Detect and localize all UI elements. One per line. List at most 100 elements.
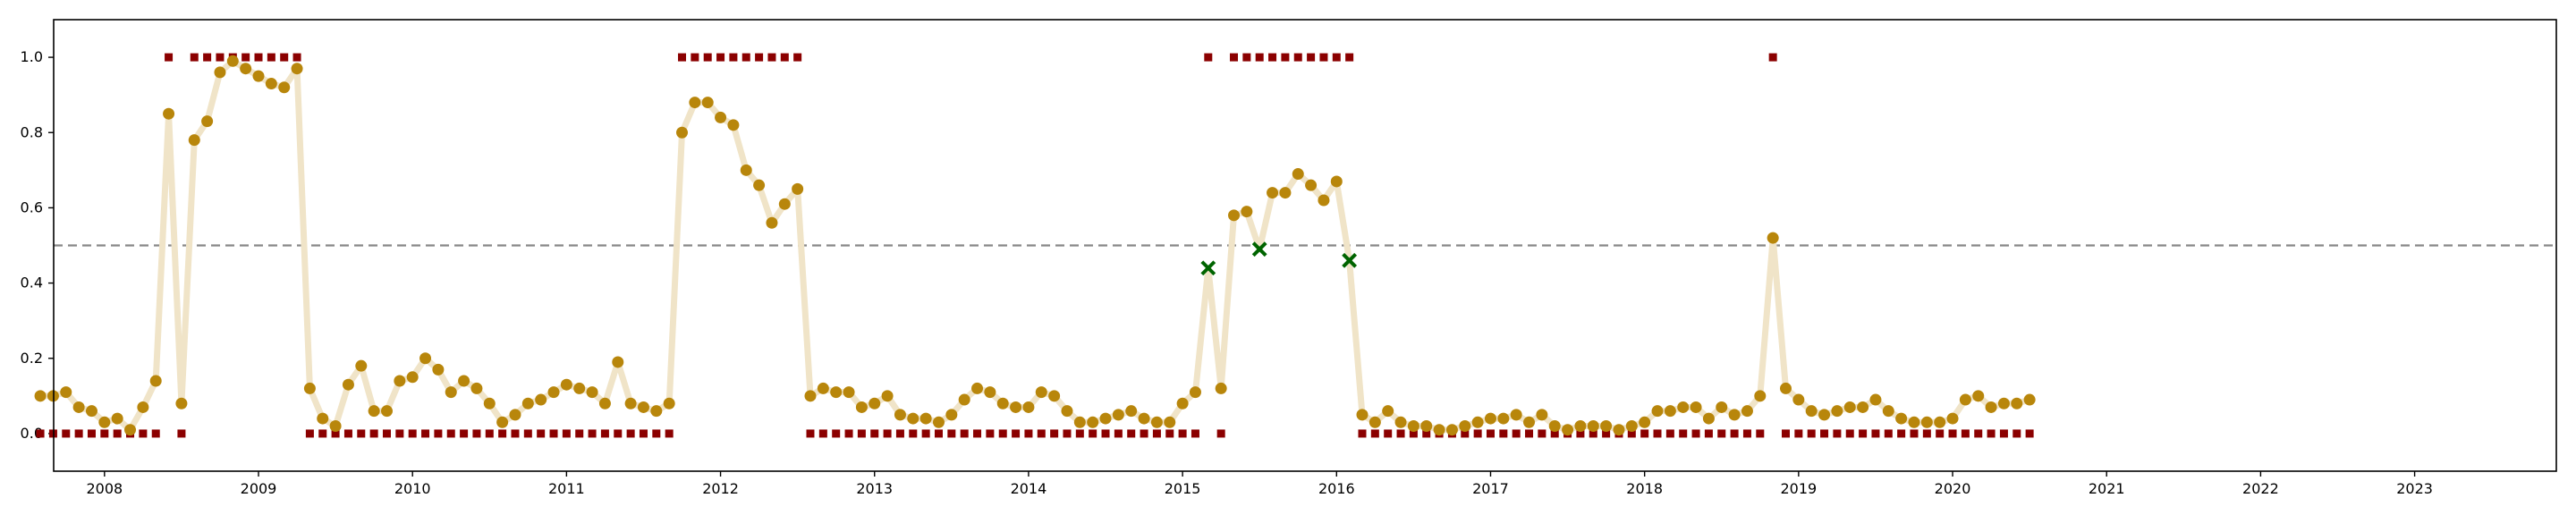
label-marker [1820,429,1829,438]
label-marker [382,429,391,438]
probability-point [342,378,354,391]
probability-point [483,397,496,409]
label-marker [36,429,45,438]
label-marker [1730,429,1739,438]
probability-point [406,371,419,384]
label-marker [857,429,866,438]
label-marker [434,429,443,438]
probability-point [291,63,303,75]
y-tick-label: 1.0 [21,48,43,65]
plot-frame [53,19,2557,472]
label-marker [1037,429,1046,438]
probability-point [432,363,445,376]
probability-point [1010,401,1022,413]
label-marker [1422,429,1431,438]
label-marker [1525,429,1534,438]
label-marker [1230,53,1239,62]
probability-point [355,359,368,372]
mismatch-marker [1342,252,1358,268]
probability-point [329,420,342,432]
label-marker [818,429,827,438]
label-marker [691,53,699,62]
label-marker [1101,429,1110,438]
label-marker [1665,429,1674,438]
probability-point [1625,420,1638,432]
probability-point [1305,179,1318,191]
probability-point [1125,405,1138,418]
label-marker [1871,429,1880,438]
probability-point [226,55,239,67]
probability-point [676,126,689,139]
label-marker [639,429,648,438]
probability-point [240,63,252,75]
y-axis: 0.00.20.40.60.81.0 [21,48,54,442]
label-marker [1550,429,1559,438]
probability-point [98,416,111,428]
label-marker [1833,429,1842,438]
probability-point [1548,420,1561,432]
probability-point [1330,175,1343,188]
x-tick-label: 2013 [856,480,893,497]
label-marker [716,53,725,62]
probability-point [1702,412,1715,425]
label-marker [986,429,995,438]
label-marker [1409,429,1418,438]
probability-point [1035,386,1047,399]
probability-point [2011,397,2023,409]
probability-point [1587,420,1599,432]
label-marker [100,429,109,438]
label-marker [909,429,918,438]
probability-point [740,164,752,176]
label-marker [1679,429,1688,438]
y-tick-label: 0.2 [21,350,43,367]
probability-point [1843,401,1856,413]
probability-point [1292,168,1304,181]
probability-point [1394,416,1407,428]
label-marker [1948,429,1957,438]
label-marker [1191,429,1199,438]
probability-point [188,134,200,147]
label-marker [1987,429,1996,438]
probability-point [1664,405,1676,418]
probability-point [163,107,175,120]
probability-point [34,390,47,402]
x-tick-label: 2022 [2242,480,2279,497]
label-marker [921,429,930,438]
probability-point [1420,420,1433,432]
probability-point [1651,405,1664,418]
probability-point [1445,424,1458,436]
label-marker [793,53,802,62]
probability-point [1831,405,1843,418]
label-marker [652,429,661,438]
probability-point [1087,416,1099,428]
label-marker [1370,429,1379,438]
label-marker [1012,429,1021,438]
probability-point [1600,420,1613,432]
label-marker [1255,53,1264,62]
probability-point [598,397,611,409]
probability-point [689,97,701,109]
label-marker [1486,429,1495,438]
probability-point [547,386,560,399]
probability-point [612,356,624,368]
label-marker [1538,429,1546,438]
probability-point [637,401,649,413]
label-marker [614,429,623,438]
label-marker [2025,429,2034,438]
probability-point [1267,187,1279,199]
label-marker [216,53,225,62]
probability-point [1318,194,1330,207]
label-marker [1358,429,1367,438]
y-tick-label: 0.6 [21,198,43,215]
probability-point [1433,424,1445,436]
x-tick-label: 2017 [1472,480,1509,497]
label-marker [767,53,776,62]
probability-point [881,390,894,402]
probability-point [1985,401,1997,413]
label-marker [267,53,275,62]
label-marker [1589,429,1597,438]
label-marker [1499,429,1508,438]
label-marker [1653,429,1662,438]
label-marker [1884,429,1893,438]
